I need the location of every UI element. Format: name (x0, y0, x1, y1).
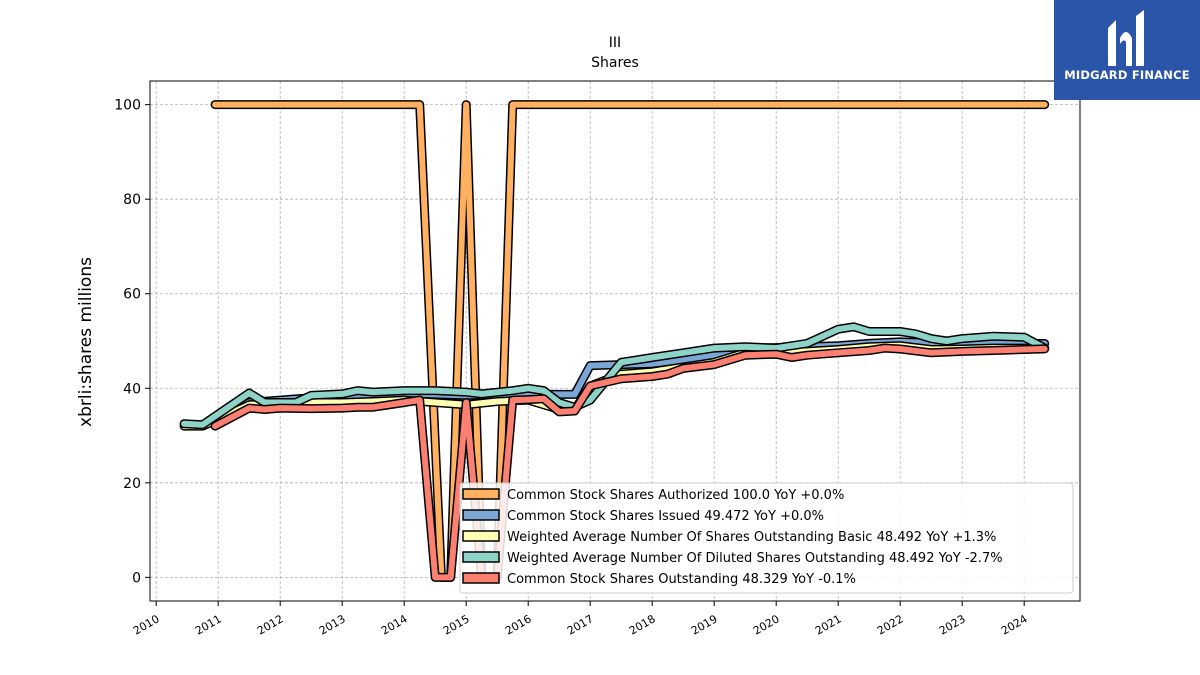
x-tick-label: 2014 (379, 612, 410, 637)
y-tick-label: 20 (123, 476, 141, 492)
y-tick-label: 0 (132, 570, 141, 586)
x-axis: 2010 2011 2012 2013 2014 2015 2016 2017 2018 2019… (131, 601, 1030, 638)
series-line-0 (210, 100, 1050, 582)
legend-item: Common Stock Shares Authorized 100.0 YoY… (462, 488, 844, 503)
series-line-2 (179, 341, 1050, 431)
series-line-4 (210, 343, 1050, 582)
series-outline (179, 341, 1050, 431)
brand-logo-icon (1108, 10, 1144, 66)
x-tick-label: 2022 (875, 612, 906, 637)
chart-subtitle: Shares (591, 55, 639, 71)
x-tick-label: 2019 (689, 612, 720, 637)
legend-swatch (462, 551, 500, 563)
series-path (212, 345, 1048, 581)
chart-title: III (609, 35, 621, 51)
x-tick-label: 2018 (627, 612, 658, 637)
legend-item: Common Stock Shares Issued 49.472 YoY +0… (462, 509, 824, 524)
x-tick-label: 2021 (813, 612, 844, 637)
y-tick-label: 80 (123, 192, 141, 208)
legend-label: Common Stock Shares Authorized 100.0 YoY… (507, 488, 844, 503)
y-tick-label: 100 (114, 98, 141, 114)
y-tick-label: 60 (123, 287, 141, 303)
x-tick-label: 2013 (317, 612, 348, 637)
x-tick-label: 2017 (565, 612, 596, 637)
legend-item: Weighted Average Number Of Diluted Share… (462, 551, 1003, 566)
x-tick-label: 2024 (999, 612, 1030, 637)
legend-swatch (462, 509, 500, 521)
legend-item: Weighted Average Number Of Shares Outsta… (462, 530, 996, 545)
x-tick-label: 2023 (937, 612, 968, 637)
x-tick-label: 2010 (131, 612, 162, 637)
series-path (181, 342, 1048, 430)
x-tick-label: 2015 (441, 612, 472, 637)
legend-item: Common Stock Shares Outstanding 48.329 Y… (462, 572, 856, 587)
x-tick-label: 2020 (751, 612, 782, 637)
legend-label: Weighted Average Number Of Diluted Share… (507, 551, 1003, 566)
legend-label: Common Stock Shares Outstanding 48.329 Y… (507, 572, 856, 587)
y-axis-label: xbrli:shares millions (76, 257, 96, 427)
plot-area (179, 100, 1050, 582)
x-tick-label: 2012 (255, 612, 286, 637)
legend-swatch (462, 572, 500, 584)
x-tick-label: 2016 (503, 612, 534, 637)
legend-frame (459, 482, 1074, 594)
legend-swatch (462, 488, 500, 500)
x-tick-label: 2011 (193, 612, 224, 637)
legend-label: Weighted Average Number Of Shares Outsta… (507, 530, 996, 545)
legend-swatch (462, 530, 500, 542)
y-tick-label: 40 (123, 381, 141, 397)
legend-label: Common Stock Shares Issued 49.472 YoY +0… (507, 509, 824, 524)
y-axis: 0 20 40 60 80 100 (114, 98, 150, 586)
series-path (212, 101, 1048, 581)
brand-logo: MIDGARD FINANCE (1054, 0, 1200, 100)
legend: Common Stock Shares Authorized 100.0 YoY… (459, 482, 1074, 594)
brand-name: MIDGARD FINANCE (1064, 68, 1190, 82)
plot-frame (149, 80, 1081, 602)
